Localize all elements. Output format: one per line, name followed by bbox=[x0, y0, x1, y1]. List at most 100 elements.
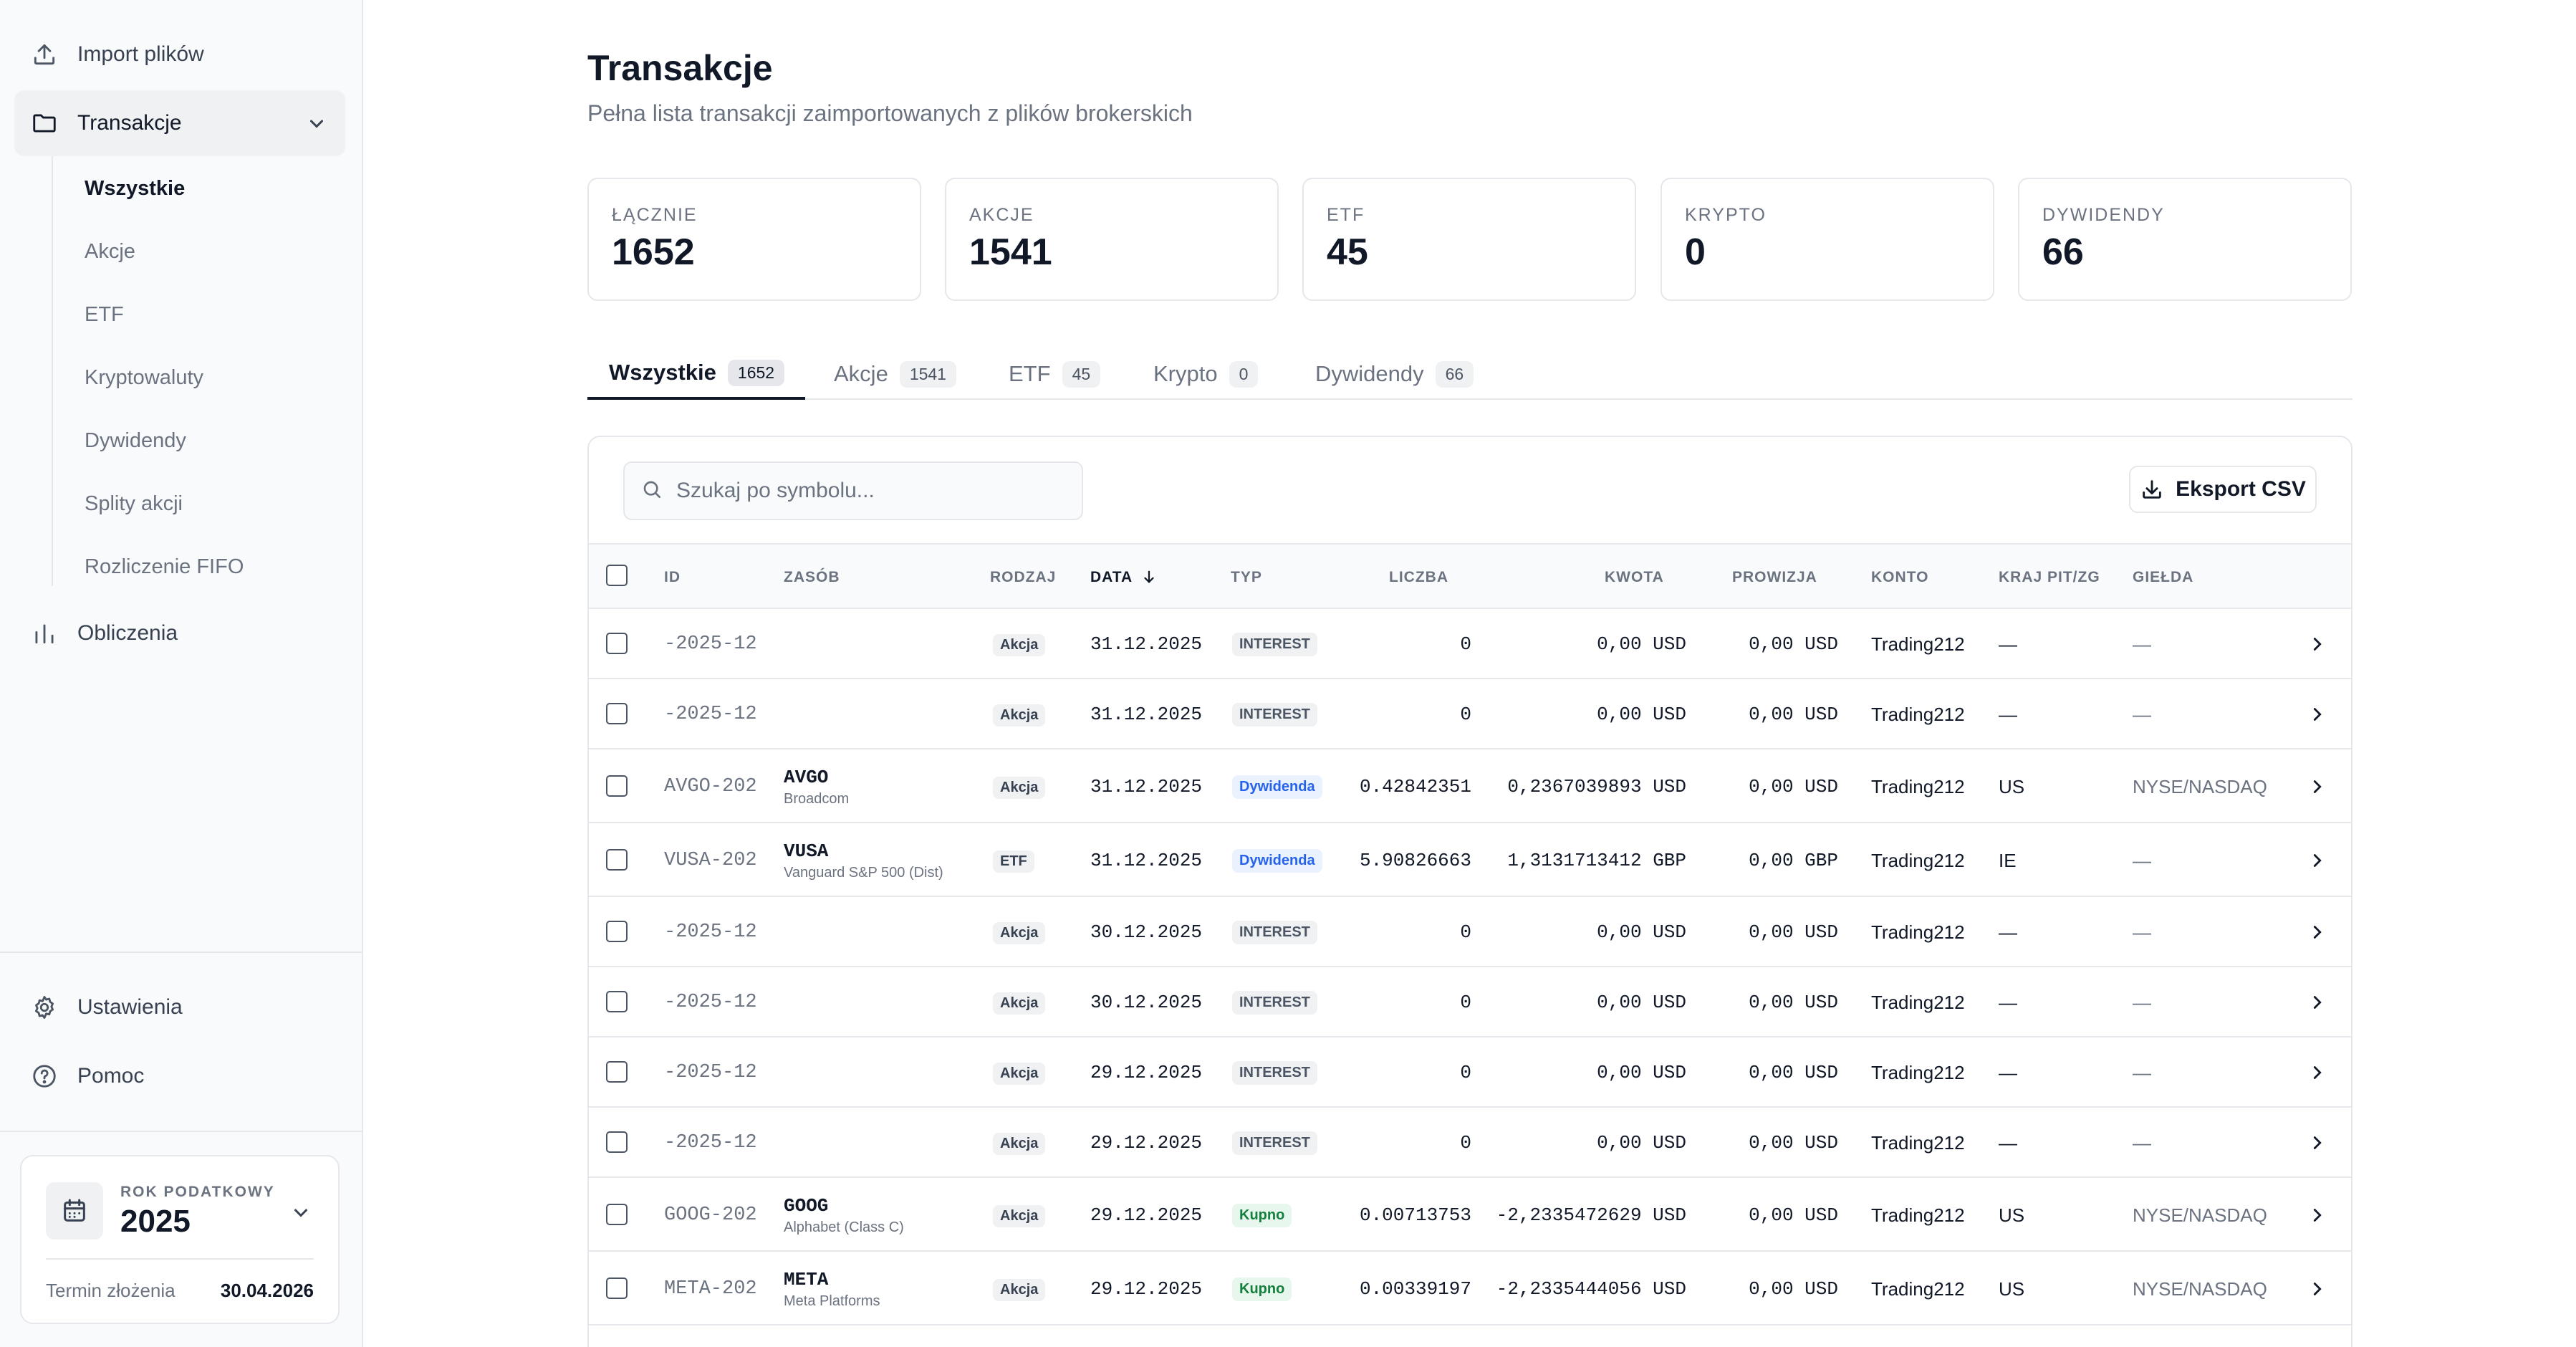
tab-stocks[interactable]: Akcje 1541 bbox=[812, 348, 978, 400]
cell-asset-symbol: VUSA bbox=[784, 840, 829, 862]
column-header-country[interactable]: KRAJ PIT/ZG bbox=[1999, 569, 2100, 585]
cell-asset-symbol: AVGO bbox=[784, 767, 829, 788]
cell-account: Trading212 bbox=[1871, 1062, 1965, 1083]
table-row[interactable]: GOOG-202 GOOG Alphabet (Class C) Akcja 29.12… bbox=[589, 1178, 2351, 1252]
table-row[interactable]: -2025-12 Akcja 29.12.2025 INTEREST 0 0,00 USD… bbox=[589, 1108, 2351, 1178]
chevron-right-icon[interactable] bbox=[2307, 850, 2328, 871]
chevron-right-icon[interactable] bbox=[2307, 704, 2328, 725]
table-row[interactable]: -2025-12 Akcja 31.12.2025 INTEREST 0 0,00 USD… bbox=[589, 609, 2351, 679]
cell-date: 31.12.2025 bbox=[1090, 704, 1203, 725]
table-row[interactable]: -2025-12 Akcja 31.12.2025 INTEREST 0 0,00 USD… bbox=[589, 679, 2351, 749]
column-header-type[interactable]: TYP bbox=[1231, 569, 1262, 585]
cell-amount: 1,3131713412 GBP bbox=[1507, 850, 1686, 871]
cell-quantity: 0 bbox=[1460, 992, 1471, 1013]
cell-fee: 0,00 USD bbox=[1749, 704, 1838, 725]
cell-quantity: 0 bbox=[1460, 704, 1471, 725]
cell-amount: 0,00 USD bbox=[1597, 921, 1686, 943]
tab-dividends[interactable]: Dywidendy 66 bbox=[1294, 348, 1495, 400]
cell-id: -2025-12 bbox=[664, 633, 757, 655]
nav-settings[interactable]: Ustawienia bbox=[14, 974, 345, 1040]
table-row[interactable]: QCOM bbox=[589, 1326, 2351, 1347]
cell-country: — bbox=[1999, 992, 2017, 1013]
nav-calculations[interactable]: Obliczenia bbox=[14, 600, 345, 666]
column-header-exchange[interactable]: GIEŁDA bbox=[2133, 569, 2194, 585]
chevron-down-icon[interactable] bbox=[288, 1199, 314, 1225]
cell-id: -2025-12 bbox=[664, 921, 757, 943]
chevron-right-icon[interactable] bbox=[2307, 1204, 2328, 1226]
cell-account: Trading212 bbox=[1871, 704, 1965, 725]
row-checkbox[interactable] bbox=[606, 1131, 628, 1153]
nav-import[interactable]: Import plików bbox=[14, 21, 345, 87]
sidebar-item-dividends[interactable]: Dywidendy bbox=[85, 428, 186, 452]
chevron-right-icon[interactable] bbox=[2307, 1278, 2328, 1300]
tax-year-selector[interactable]: ROK PODATKOWY 2025 Termin złożenia 30.04… bbox=[20, 1155, 340, 1324]
cell-country: — bbox=[1999, 633, 2017, 655]
column-header-kind[interactable]: RODZAJ bbox=[990, 569, 1057, 585]
kind-badge: Akcja bbox=[993, 1279, 1046, 1301]
column-header-asset[interactable]: ZASÓB bbox=[784, 569, 840, 585]
row-checkbox[interactable] bbox=[606, 849, 628, 871]
cell-exchange: — bbox=[2133, 992, 2151, 1013]
row-checkbox[interactable] bbox=[606, 703, 628, 724]
table-row[interactable]: META-202 META Meta Platforms Akcja 29.12.202… bbox=[589, 1252, 2351, 1326]
tab-crypto[interactable]: Krypto 0 bbox=[1132, 348, 1279, 400]
sidebar-item-all[interactable]: Wszystkie bbox=[85, 176, 186, 200]
table-row[interactable]: AVGO-202 AVGO Broadcom Akcja 31.12.2025 Dywid… bbox=[589, 749, 2351, 823]
cell-quantity: 0 bbox=[1460, 1062, 1471, 1083]
type-badge: Dywidenda bbox=[1232, 775, 1322, 799]
row-checkbox[interactable] bbox=[606, 633, 628, 654]
chevron-down-icon[interactable] bbox=[304, 110, 330, 136]
column-header-qty[interactable]: LICZBA bbox=[1389, 569, 1448, 585]
stat-card-etf: ETF 45 bbox=[1302, 178, 1636, 301]
column-header-date[interactable]: DATA bbox=[1090, 569, 1157, 586]
page-subtitle: Pełna lista transakcji zaimportowanych z… bbox=[587, 100, 1193, 126]
column-header-account[interactable]: KONTO bbox=[1871, 569, 1929, 585]
column-header-amount[interactable]: KWOTA bbox=[1605, 569, 1664, 585]
table-row[interactable]: VUSA-202 VUSA Vanguard S&P 500 (Dist) ETF 31… bbox=[589, 823, 2351, 897]
chevron-right-icon[interactable] bbox=[2307, 921, 2328, 943]
cell-amount: 0,00 USD bbox=[1597, 1132, 1686, 1154]
nav-help[interactable]: Pomoc bbox=[14, 1043, 345, 1109]
table-row[interactable]: -2025-12 Akcja 30.12.2025 INTEREST 0 0,00 USD… bbox=[589, 967, 2351, 1037]
row-checkbox[interactable] bbox=[606, 775, 628, 797]
chevron-right-icon[interactable] bbox=[2307, 776, 2328, 797]
table-header: ID ZASÓB RODZAJ DATA TYP LICZBA KWOTA PR… bbox=[589, 543, 2351, 609]
cell-account: Trading212 bbox=[1871, 1132, 1965, 1154]
cell-id: -2025-12 bbox=[664, 1132, 757, 1154]
chevron-right-icon[interactable] bbox=[2307, 1132, 2328, 1154]
sidebar-item-etf[interactable]: ETF bbox=[85, 302, 124, 326]
cell-quantity: 0 bbox=[1460, 921, 1471, 943]
table-row[interactable]: -2025-12 Akcja 30.12.2025 INTEREST 0 0,00 USD… bbox=[589, 897, 2351, 967]
row-checkbox[interactable] bbox=[606, 1278, 628, 1299]
upload-icon bbox=[30, 40, 59, 69]
row-checkbox[interactable] bbox=[606, 1204, 628, 1225]
table-row[interactable]: -2025-12 Akcja 29.12.2025 INTEREST 0 0,00 USD… bbox=[589, 1037, 2351, 1108]
tab-all[interactable]: Wszystkie 1652 bbox=[587, 348, 805, 400]
cell-quantity: 0 bbox=[1460, 1132, 1471, 1154]
sidebar-item-crypto[interactable]: Kryptowaluty bbox=[85, 365, 204, 389]
export-csv-button[interactable]: Eksport CSV bbox=[2129, 466, 2317, 513]
search-input[interactable] bbox=[676, 479, 1077, 503]
column-header-id[interactable]: ID bbox=[664, 569, 681, 585]
row-checkbox[interactable] bbox=[606, 991, 628, 1012]
cell-account: Trading212 bbox=[1871, 1278, 1965, 1300]
row-checkbox[interactable] bbox=[606, 1061, 628, 1083]
chevron-right-icon[interactable] bbox=[2307, 1062, 2328, 1083]
sidebar-item-splits[interactable]: Splity akcji bbox=[85, 492, 183, 515]
tab-etf[interactable]: ETF 45 bbox=[987, 348, 1122, 400]
sidebar-item-stocks[interactable]: Akcje bbox=[85, 239, 135, 263]
tab-count-badge: 0 bbox=[1229, 360, 1259, 388]
cell-quantity: 0.00713753 bbox=[1359, 1204, 1471, 1226]
row-checkbox[interactable] bbox=[606, 921, 628, 942]
stat-value: 0 bbox=[1685, 231, 1706, 273]
cell-account: Trading212 bbox=[1871, 633, 1965, 655]
cell-exchange: NYSE/NASDAQ bbox=[2133, 1278, 2267, 1300]
select-all-checkbox[interactable] bbox=[606, 565, 628, 586]
chevron-right-icon[interactable] bbox=[2307, 633, 2328, 655]
nav-transactions[interactable]: Transakcje bbox=[14, 90, 345, 156]
sidebar-item-fifo[interactable]: Rozliczenie FIFO bbox=[85, 555, 244, 578]
cell-country: — bbox=[1999, 1062, 2017, 1083]
column-header-fee[interactable]: PROWIZJA bbox=[1732, 569, 1817, 585]
cell-account: Trading212 bbox=[1871, 921, 1965, 943]
chevron-right-icon[interactable] bbox=[2307, 992, 2328, 1013]
